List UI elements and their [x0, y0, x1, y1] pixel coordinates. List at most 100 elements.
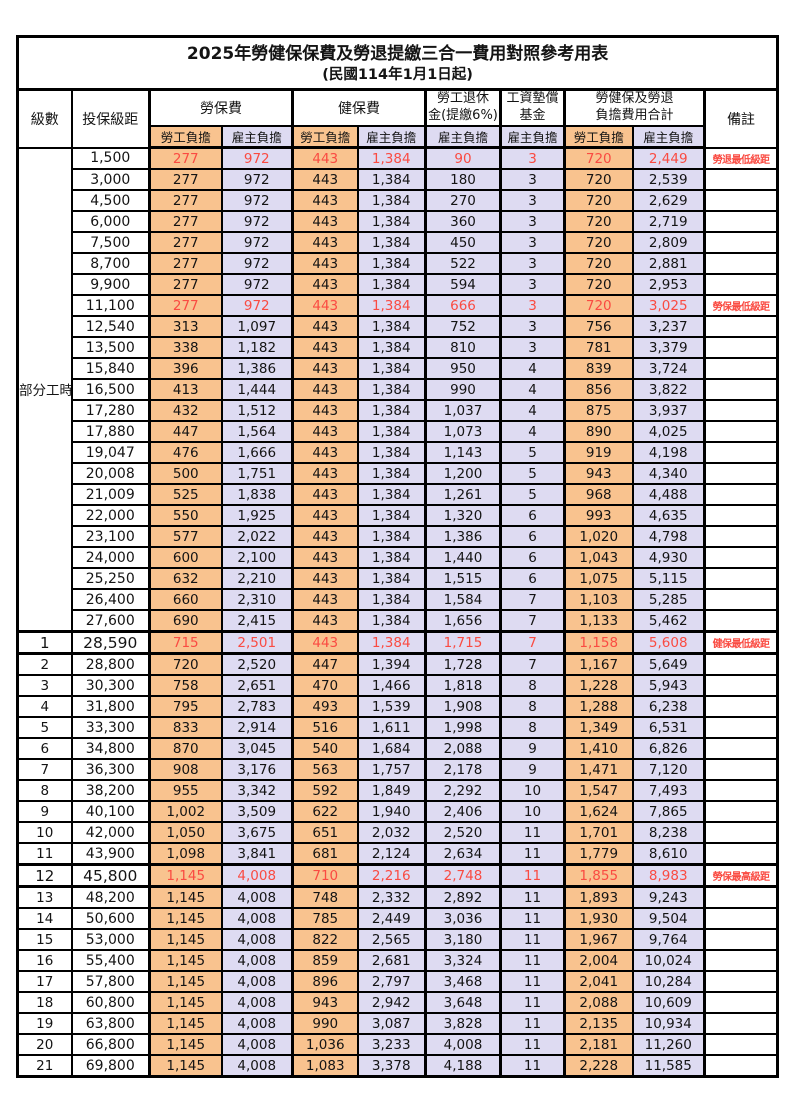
bracket-cell: 8,700 [70, 252, 151, 275]
value-cell: 1,384 [357, 441, 427, 464]
value-cell: 1,564 [221, 420, 294, 443]
value-cell: 443 [291, 567, 359, 590]
value-cell: 1,145 [148, 863, 223, 888]
value-cell: 972 [221, 231, 294, 254]
value-cell: 277 [148, 273, 223, 296]
bracket-cell: 55,400 [70, 949, 151, 972]
value-cell: 943 [291, 991, 359, 1014]
value-cell: 748 [291, 885, 359, 909]
value-cell: 4,930 [632, 546, 706, 569]
remark-cell [702, 399, 779, 422]
value-cell: 4 [499, 378, 566, 401]
value-cell: 1,818 [424, 674, 502, 697]
bracket-cell: 28,590 [70, 630, 151, 655]
value-cell: 432 [148, 399, 223, 422]
value-cell: 919 [563, 441, 634, 464]
value-cell: 1,539 [357, 695, 427, 718]
value-cell: 3 [499, 252, 566, 275]
remark-cell: 勞保最低級距 [702, 294, 779, 317]
bracket-cell: 31,800 [70, 695, 151, 718]
value-cell: 11 [499, 885, 566, 909]
value-cell: 1,656 [424, 609, 502, 633]
value-cell: 2,041 [563, 970, 634, 993]
value-cell: 690 [148, 609, 223, 633]
value-cell: 1,779 [563, 842, 634, 866]
value-cell: 592 [291, 779, 359, 802]
value-cell: 972 [221, 168, 294, 191]
value-cell: 720 [148, 652, 223, 676]
value-cell: 1,098 [148, 842, 223, 866]
value-cell: 8,610 [632, 842, 706, 866]
value-cell: 2,210 [221, 567, 294, 590]
remark-cell [702, 315, 779, 338]
value-cell: 890 [563, 420, 634, 443]
col-header-remark: 備註 [702, 88, 779, 149]
value-cell: 3,237 [632, 315, 706, 338]
remark-cell [702, 842, 779, 866]
table-row: 15 53,000 1,145 4,008 822 2,565 3,180 11 1,967 9,… [16, 928, 779, 951]
value-cell: 450 [424, 231, 502, 254]
table-row: 12,540 313 1,097 443 1,384 752 3 756 3,237 [18, 315, 779, 338]
value-cell: 563 [291, 758, 359, 781]
value-cell: 443 [291, 357, 359, 380]
value-cell: 1,515 [424, 567, 502, 590]
level-cell: 11 [16, 842, 73, 866]
table-row: 14 50,600 1,145 4,008 785 2,449 3,036 11 1,930 9,… [16, 907, 779, 930]
value-cell: 443 [291, 315, 359, 338]
value-cell: 2,520 [424, 821, 502, 844]
value-cell: 5 [499, 462, 566, 485]
level-cell: 9 [16, 800, 73, 823]
remark-cell: 勞保最高級距 [702, 863, 779, 888]
value-cell: 2,310 [221, 588, 294, 611]
value-cell: 1,384 [357, 609, 427, 633]
table-row: 16,500 413 1,444 443 1,384 990 4 856 3,822 [18, 378, 779, 401]
value-cell: 9 [499, 737, 566, 760]
value-cell: 2,634 [424, 842, 502, 866]
value-cell: 8,238 [632, 821, 706, 844]
remark-cell [702, 483, 779, 506]
value-cell: 1,384 [357, 630, 427, 655]
value-cell: 11 [499, 842, 566, 866]
remark-cell [702, 821, 779, 844]
bracket-cell: 9,900 [70, 273, 151, 296]
value-cell: 1,471 [563, 758, 634, 781]
col-header-wage-fund: 工資墊償 基金 [499, 88, 566, 127]
value-cell: 5 [499, 441, 566, 464]
table-row: 6 34,800 870 3,045 540 1,684 2,088 9 1,410 6,826 [16, 737, 779, 760]
value-cell: 443 [291, 294, 359, 317]
value-cell: 500 [148, 462, 223, 485]
value-cell: 443 [291, 630, 359, 655]
value-cell: 833 [148, 716, 223, 739]
bracket-cell: 43,900 [70, 842, 151, 866]
bracket-cell: 34,800 [70, 737, 151, 760]
value-cell: 1,384 [357, 483, 427, 506]
value-cell: 5,285 [632, 588, 706, 611]
value-cell: 720 [563, 168, 634, 191]
table-row: 5 33,300 833 2,914 516 1,611 1,998 8 1,349 6,531 [16, 716, 779, 739]
bracket-cell: 11,100 [70, 294, 151, 317]
value-cell: 1,037 [424, 399, 502, 422]
value-cell: 6 [499, 546, 566, 569]
value-cell: 3 [499, 231, 566, 254]
level-cell: 21 [16, 1054, 73, 1078]
value-cell: 943 [563, 462, 634, 485]
value-cell: 1,384 [357, 168, 427, 191]
value-cell: 972 [221, 294, 294, 317]
value-cell: 972 [221, 146, 294, 170]
value-cell: 10,024 [632, 949, 706, 972]
bracket-cell: 38,200 [70, 779, 151, 802]
value-cell: 10,934 [632, 1012, 706, 1035]
value-cell: 6 [499, 525, 566, 548]
value-cell: 1,547 [563, 779, 634, 802]
bracket-cell: 7,500 [70, 231, 151, 254]
value-cell: 908 [148, 758, 223, 781]
bracket-cell: 20,008 [70, 462, 151, 485]
value-cell: 3,233 [357, 1033, 427, 1056]
level-cell: 20 [16, 1033, 73, 1056]
table-row: 7,500 277 972 443 1,384 450 3 720 2,809 [18, 231, 779, 254]
value-cell: 1,624 [563, 800, 634, 823]
table-row: 17 57,800 1,145 4,008 896 2,797 3,468 11 2,041 10… [16, 970, 779, 993]
level-cell: 12 [16, 863, 73, 888]
value-cell: 5,115 [632, 567, 706, 590]
value-cell: 7 [499, 630, 566, 655]
